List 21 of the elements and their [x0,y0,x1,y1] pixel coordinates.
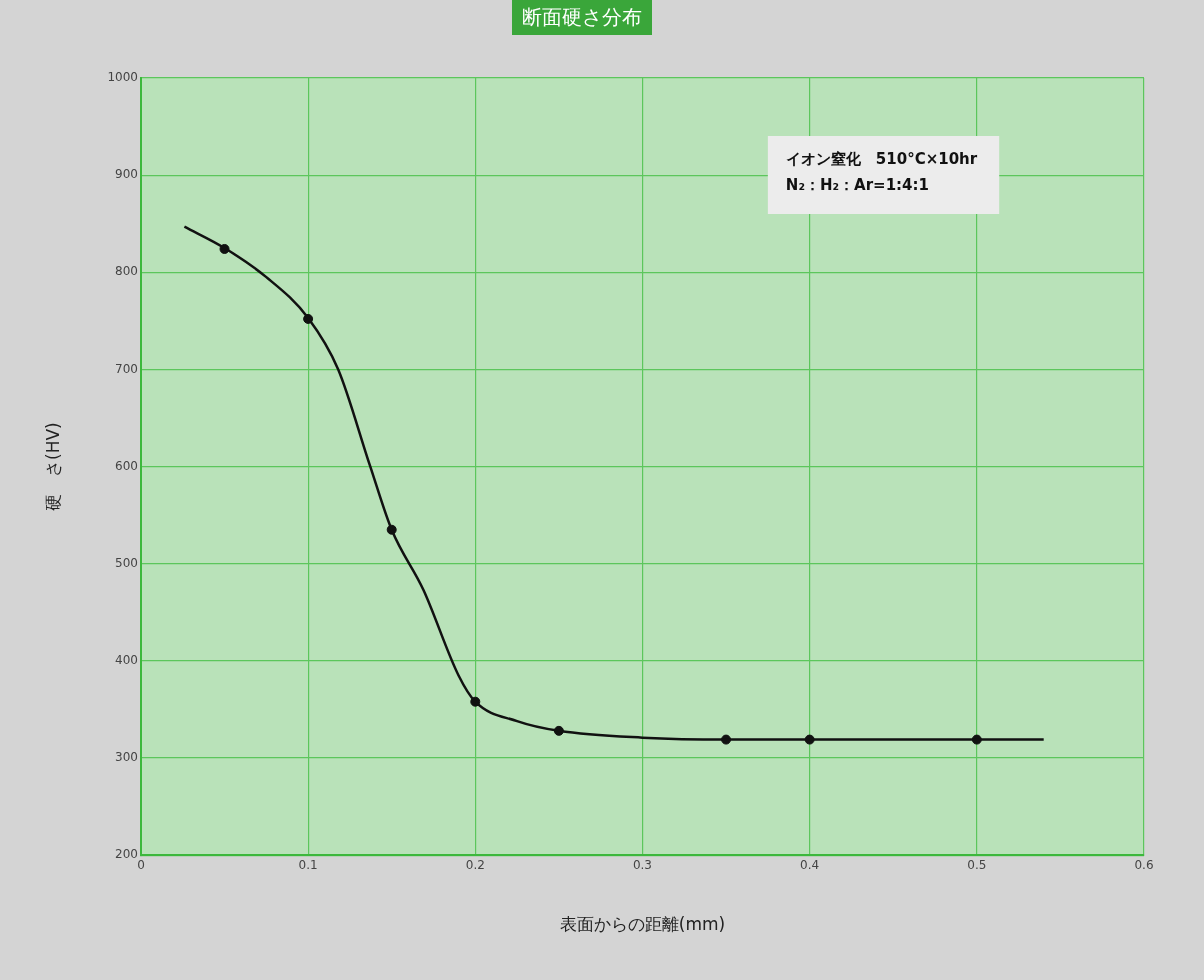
y-tick-label: 300 [115,750,138,765]
y-tick-label: 200 [115,847,138,862]
y-tick-label: 800 [115,264,138,279]
y-axis-title: 硬 さ(HV) [42,422,63,511]
x-tick-label: 0.6 [1134,857,1154,872]
x-tick-label: 0.3 [632,857,653,872]
x-tick-label: 0.5 [967,857,987,872]
x-tick-label: 0.2 [465,857,485,872]
y-tick-label: 1000 [107,70,138,85]
y-tick-label: 700 [115,361,138,376]
x-tick-label: 0 [137,857,145,872]
y-tick-label: 500 [115,555,138,570]
x-tick-label: 0.1 [298,857,318,872]
y-tick-label: 900 [115,167,138,182]
chart-title: 断面硬さ分布 [512,0,652,35]
x-axis-title: 表面からの距離(mm) [559,914,726,935]
x-tick-label: 0.4 [800,857,820,872]
y-tick-label: 400 [115,653,138,668]
annotation: イオン窒化 510°C×10hr [785,149,978,168]
annotation: N₂：H₂：Ar=1:4:1 [785,175,929,194]
y-tick-label: 600 [115,458,138,473]
